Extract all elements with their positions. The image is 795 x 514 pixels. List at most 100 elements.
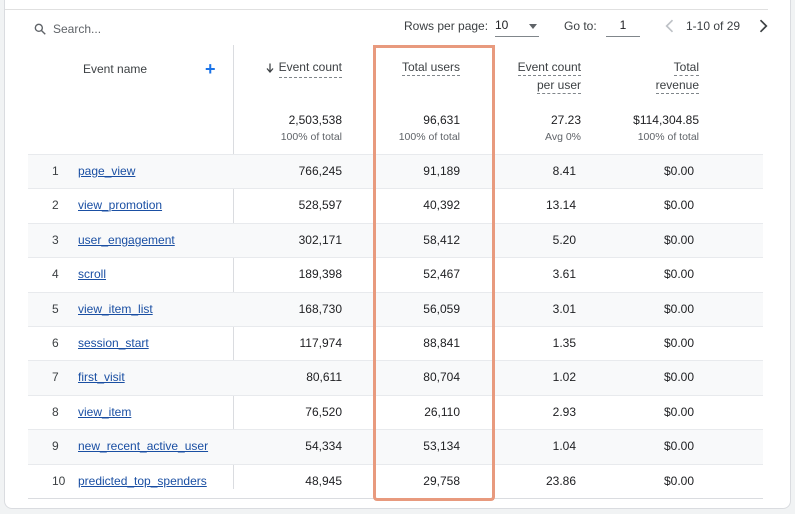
column-header-event-name[interactable]: Event name	[83, 62, 148, 76]
row-index: 6	[52, 335, 59, 350]
event-name-link[interactable]: predicted_top_spenders	[78, 473, 207, 488]
total-users-highlight-box	[373, 45, 495, 501]
event-count-cell: 302,171	[298, 232, 342, 247]
per-user-cell: 2.93	[552, 404, 576, 419]
event-name-link[interactable]: page_view	[78, 164, 136, 178]
add-dimension-button[interactable]: +	[205, 59, 216, 80]
total-users-cell: 52,467	[423, 267, 460, 282]
chevron-right-icon	[759, 19, 768, 33]
revenue-cell: $0.00	[663, 335, 694, 350]
table-row: 8 view_item 76,520 26,110 2.93 $0.00	[28, 394, 763, 429]
revenue-cell: $0.00	[663, 267, 694, 282]
prev-page-button[interactable]	[660, 16, 680, 41]
event-name-link[interactable]: user_engagement	[78, 232, 175, 247]
goto-page-input[interactable]: 1	[606, 18, 640, 37]
event-name-link[interactable]: view_item	[78, 404, 132, 419]
event-count-cell: 168,730	[298, 301, 342, 316]
per-user-label-line2: per user	[536, 78, 581, 94]
total-event-count-sub: 100% of total	[280, 131, 342, 143]
row-index: 10	[52, 473, 66, 488]
total-users-cell: 80,704	[423, 370, 460, 385]
event-count-cell: 76,520	[305, 404, 342, 419]
row-index: 3	[52, 232, 59, 247]
arrow-down-icon	[266, 63, 274, 73]
total-users-cell: 29,758	[423, 473, 460, 488]
total-users-value: 96,631	[423, 113, 460, 127]
column-header-total-revenue[interactable]: Total revenue	[655, 58, 699, 94]
next-page-button[interactable]	[753, 16, 773, 41]
total-users-sub: 100% of total	[398, 131, 460, 143]
event-count-cell: 189,398	[298, 267, 342, 282]
table-row: 4 scroll 189,398 52,467 3.61 $0.00	[28, 257, 763, 291]
per-user-cell: 1.02	[552, 370, 576, 385]
total-users-cell: 56,059	[423, 301, 460, 316]
revenue-cell: $0.00	[663, 404, 694, 419]
event-count-cell: 528,597	[298, 198, 342, 213]
column-header-event-count[interactable]: Event count	[264, 58, 342, 78]
event-count-cell: 766,245	[298, 164, 342, 178]
total-event-count-value: 2,503,538	[288, 113, 342, 127]
rows-per-page-label: Rows per page:	[404, 19, 489, 33]
chevron-left-icon	[665, 19, 674, 33]
total-users-total: 96,631 100% of total	[399, 111, 460, 145]
per-user-cell: 3.61	[552, 267, 576, 282]
search-icon	[34, 23, 46, 35]
event-name-link[interactable]: scroll	[78, 267, 107, 282]
table-body: 1 page_view 766,245 91,189 8.41 $0.00 2 …	[28, 154, 763, 499]
column-divider	[233, 45, 234, 489]
per-user-cell: 8.41	[552, 164, 576, 178]
table-row: 2 view_promotion 528,597 40,392 13.14 $0…	[28, 188, 763, 222]
event-count-cell: 54,334	[305, 439, 342, 454]
table-row: 7 first_visit 80,611 80,704 1.02 $0.00	[28, 360, 763, 395]
rows-per-page-value: 10	[495, 18, 509, 32]
revenue-cell: $0.00	[663, 439, 694, 454]
row-index: 8	[52, 404, 59, 419]
revenue-total: $114,304.85 100% of total	[633, 111, 699, 145]
total-users-cell: 26,110	[424, 404, 460, 419]
event-count-cell: 80,611	[306, 370, 342, 385]
row-index: 9	[52, 439, 59, 454]
revenue-total-value: $114,304.85	[633, 113, 699, 127]
row-index: 4	[52, 267, 59, 282]
revenue-cell: $0.00	[663, 370, 694, 385]
search-box[interactable]: Search...	[33, 22, 101, 36]
total-users-cell: 53,134	[423, 439, 460, 454]
column-header-event-count-per-user[interactable]: Event count per user	[517, 58, 581, 94]
goto-label: Go to:	[564, 19, 597, 33]
total-users-cell: 88,841	[423, 335, 460, 350]
revenue-cell: $0.00	[663, 301, 694, 316]
row-index: 2	[52, 198, 59, 213]
table-row: 6 session_start 117,974 88,841 1.35 $0.0…	[28, 325, 763, 360]
revenue-total-sub: 100% of total	[637, 131, 699, 143]
event-name-link[interactable]: session_start	[78, 335, 149, 350]
per-user-cell: 13.14	[545, 198, 576, 213]
per-user-cell: 3.01	[552, 301, 576, 316]
row-index: 1	[52, 164, 59, 178]
total-users-cell: 40,392	[423, 198, 460, 213]
revenue-label-line1: Total	[673, 60, 699, 76]
per-user-label-line1: Event count	[517, 60, 581, 76]
per-user-cell: 23.86	[545, 473, 576, 488]
revenue-cell: $0.00	[663, 198, 694, 213]
table-row: 3 user_engagement 302,171 58,412 5.20 $0…	[28, 222, 763, 258]
highlight-box-top	[373, 45, 495, 48]
revenue-label-line2: revenue	[655, 78, 699, 94]
event-count-label: Event count	[278, 58, 342, 78]
per-user-cell: 1.04	[552, 439, 576, 454]
event-name-link[interactable]: first_visit	[78, 370, 125, 385]
per-user-total: 27.23 Avg 0%	[545, 111, 581, 145]
event-count-cell: 48,945	[305, 473, 342, 488]
per-user-cell: 1.35	[552, 335, 576, 350]
per-user-total-sub: Avg 0%	[545, 131, 581, 143]
event-count-cell: 117,974	[299, 335, 343, 350]
total-event-count: 2,503,538 100% of total	[281, 111, 342, 145]
search-input[interactable]: Search...	[53, 22, 102, 36]
event-name-link[interactable]: view_promotion	[78, 198, 163, 213]
revenue-cell: $0.00	[663, 473, 694, 488]
column-header-total-users[interactable]: Total users	[401, 58, 460, 76]
event-name-link[interactable]: new_recent_active_user	[78, 439, 209, 454]
event-name-link[interactable]: view_item_list	[78, 301, 153, 316]
pagination-range: 1-10 of 29	[686, 19, 741, 33]
rows-per-page-select[interactable]: 10	[495, 18, 539, 37]
per-user-total-value: 27.23	[550, 113, 581, 127]
